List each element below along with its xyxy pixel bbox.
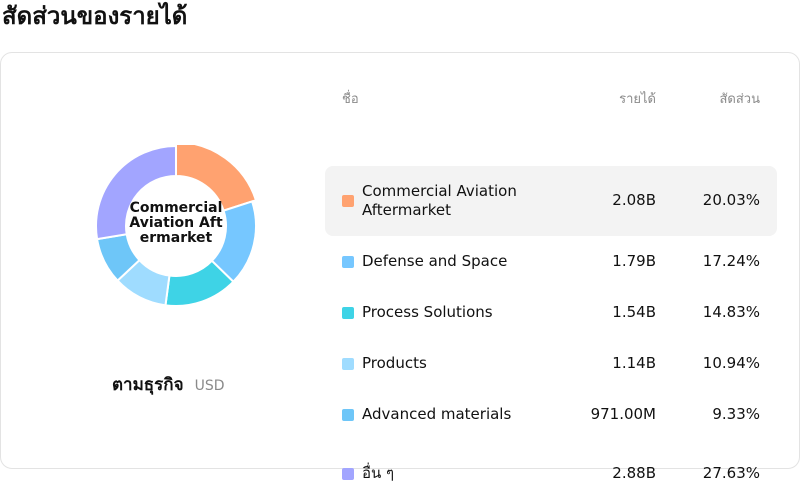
chart-subtitle: ตามธุรกิจ USD <box>112 371 225 398</box>
table-row[interactable]: อื่น ๆ 2.88B 27.63% <box>325 440 777 503</box>
column-header-revenue: รายได้ <box>619 92 656 107</box>
row-name: Commercial Aviation Aftermarket <box>362 182 517 219</box>
legend-swatch <box>342 195 354 207</box>
column-header-name: ชื่อ <box>342 92 359 107</box>
page-title: สัดส่วนของรายได้ <box>2 2 188 30</box>
legend-swatch <box>342 467 354 480</box>
row-share: 14.83% <box>702 302 760 321</box>
segment-label[interactable]: ตามธุรกิจ <box>112 375 184 395</box>
legend-swatch <box>342 306 354 319</box>
legend-swatch <box>342 408 354 421</box>
donut-chart <box>95 145 257 307</box>
row-share: 20.03% <box>702 191 760 209</box>
table-row[interactable]: Products 1.14B 10.94% <box>325 338 777 389</box>
revenue-breakdown-card: Commercial Aviation Aftermarket ตามธุรกิ… <box>0 52 800 482</box>
row-share: 10.94% <box>702 353 760 372</box>
donut-slice-5[interactable] <box>95 145 177 241</box>
table-row[interactable]: Process Solutions 1.54B 14.83% <box>325 287 777 338</box>
revenue-table: ชื่อ รายได้ สัดส่วน Commercial Aviation … <box>325 83 777 482</box>
row-revenue: 1.79B <box>612 251 656 270</box>
row-revenue: 1.14B <box>612 353 656 372</box>
donut-slice-0[interactable] <box>175 145 257 212</box>
legend-swatch <box>342 357 354 370</box>
row-name: Process Solutions <box>362 303 493 321</box>
donut-chart-container: Commercial Aviation Aftermarket <box>95 145 257 307</box>
table-row[interactable]: Defense and Space 1.79B 17.24% <box>325 236 777 287</box>
row-name: Defense and Space <box>362 252 508 270</box>
donut-center-label: Commercial Aviation Aftermarket <box>129 200 223 246</box>
column-header-share: สัดส่วน <box>719 92 761 107</box>
row-share: 27.63% <box>702 463 760 482</box>
currency-label: USD <box>194 378 225 394</box>
legend-swatch <box>342 255 354 268</box>
table-row[interactable]: Advanced materials 971.00M 9.33% <box>325 389 777 440</box>
table-header: ชื่อ รายได้ สัดส่วน <box>325 83 777 113</box>
row-name: Products <box>362 354 427 372</box>
row-revenue: 2.08B <box>612 191 656 209</box>
table-row[interactable]: Commercial Aviation Aftermarket 2.08B 20.0… <box>325 166 777 236</box>
row-revenue: 971.00M <box>590 404 656 423</box>
row-revenue: 1.54B <box>612 302 656 321</box>
row-revenue: 2.88B <box>612 463 656 482</box>
row-share: 9.33% <box>712 404 760 423</box>
row-name: Advanced materials <box>362 405 512 423</box>
row-name: อื่น ๆ <box>362 464 395 482</box>
row-share: 17.24% <box>702 251 760 270</box>
